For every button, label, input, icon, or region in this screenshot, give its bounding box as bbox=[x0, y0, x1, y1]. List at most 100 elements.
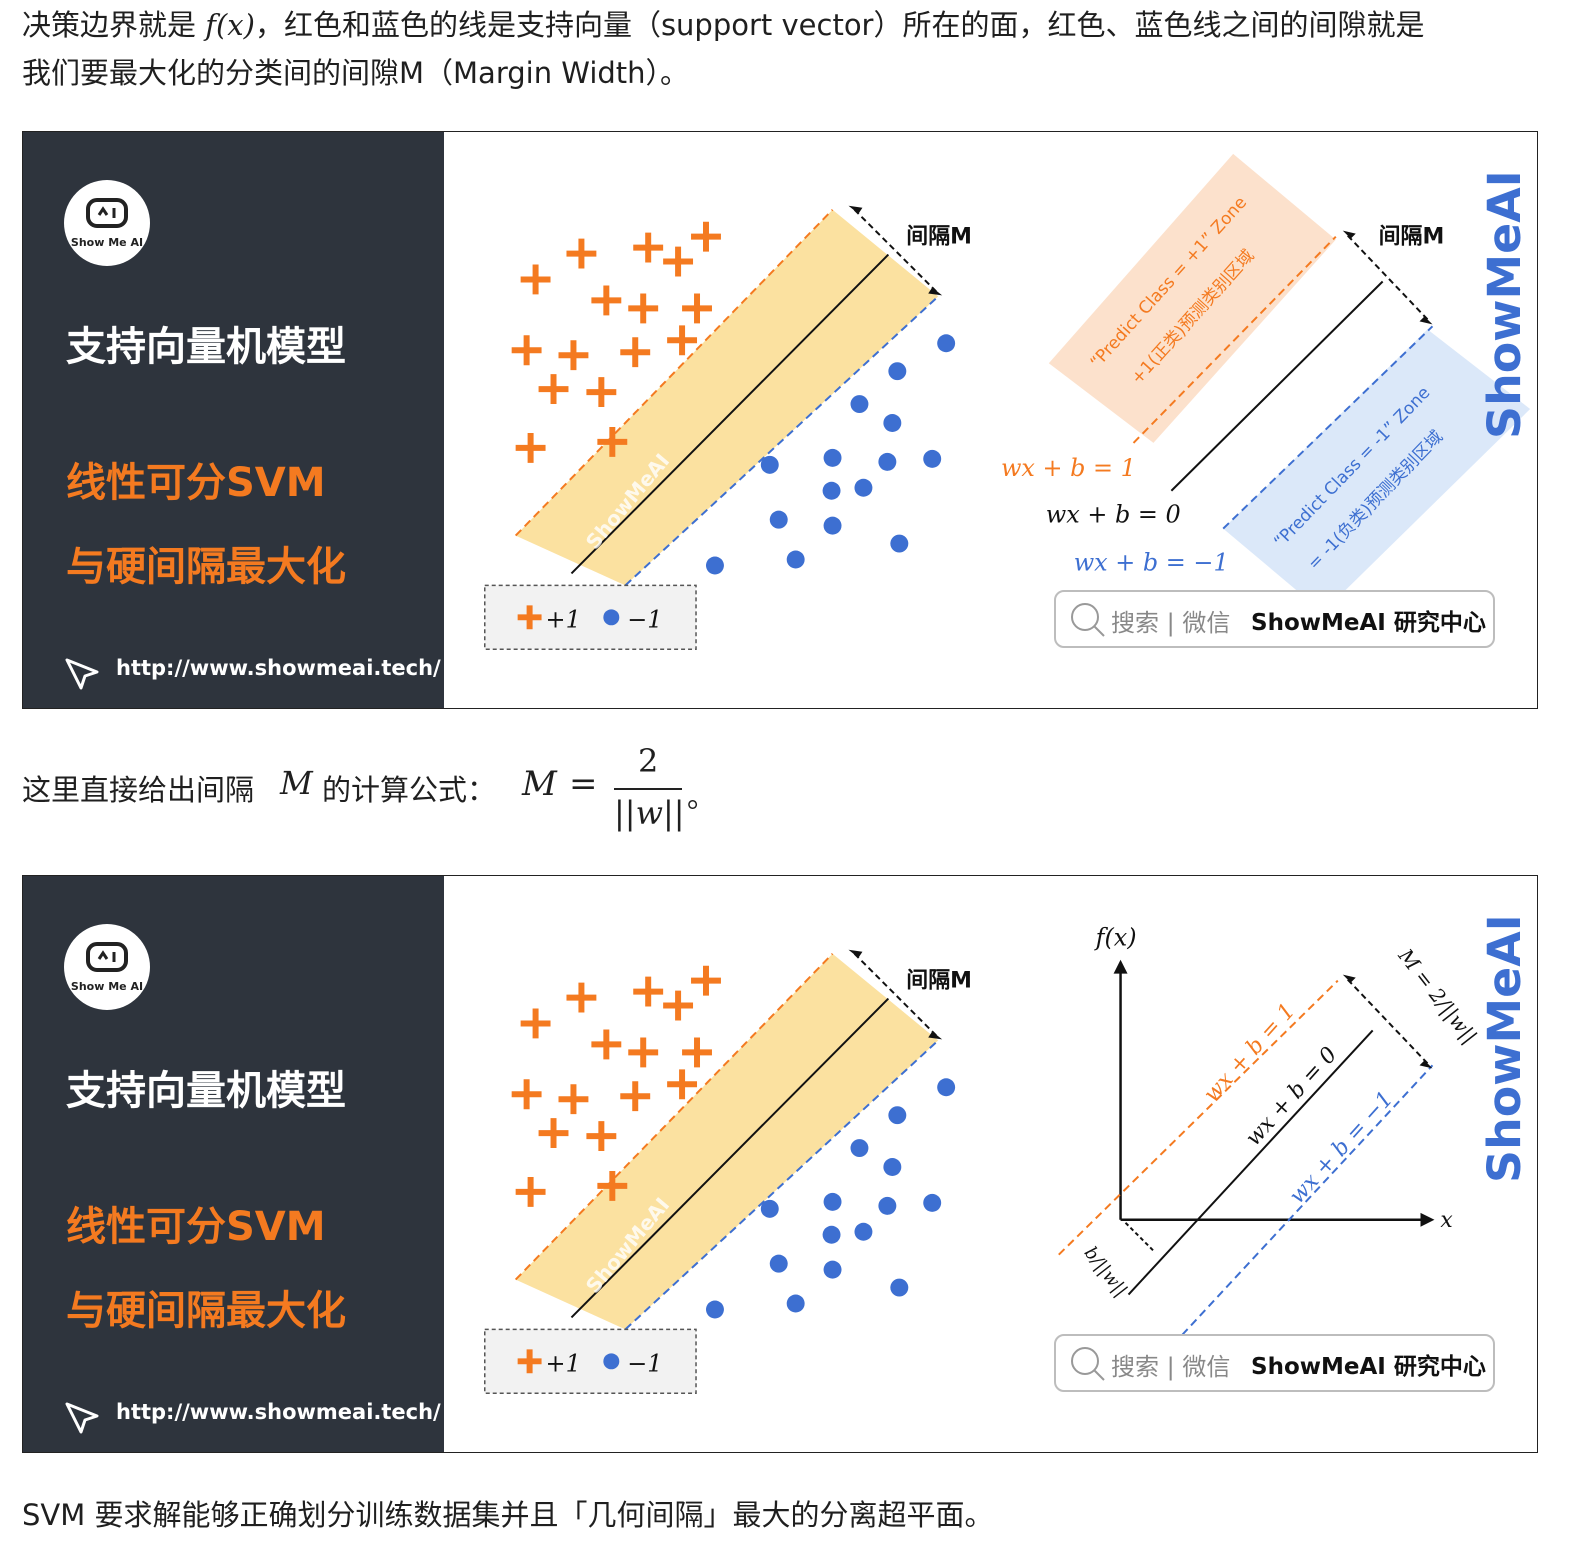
dot-point bbox=[888, 362, 907, 381]
dot-point bbox=[786, 550, 805, 569]
dot-point bbox=[850, 1139, 869, 1158]
dot-point bbox=[890, 534, 909, 553]
eq-pos-label: wx + b = 1 bbox=[1001, 454, 1136, 482]
plus-point bbox=[566, 982, 597, 1013]
plus-point bbox=[520, 264, 551, 295]
panel-title: 支持向量机模型 bbox=[66, 324, 346, 370]
legend-neg-label: −1 bbox=[627, 605, 662, 633]
plus-point bbox=[663, 990, 694, 1021]
plus-point bbox=[667, 1069, 698, 1100]
figure-1-plot: ShowMeAI 间隔M bbox=[484, 153, 1531, 650]
plus-point bbox=[511, 1079, 542, 1110]
plus-point bbox=[633, 976, 664, 1007]
robot-icon bbox=[86, 198, 128, 228]
panel-title: 支持向量机模型 bbox=[66, 1068, 346, 1114]
cursor-icon bbox=[65, 658, 99, 690]
dot-point bbox=[823, 516, 842, 535]
legend-box bbox=[484, 584, 697, 650]
panel-url[interactable]: http://www.showmeai.tech/ bbox=[116, 656, 441, 680]
formula-var: M bbox=[280, 764, 313, 802]
formula-label-a: 这里直接给出间隔 bbox=[22, 773, 255, 807]
cursor-icon bbox=[65, 1402, 99, 1434]
positive-zone bbox=[1048, 153, 1336, 443]
formula-line: 这里直接给出间隔 M 的计算公式： M = 2 ||w|| 。 bbox=[22, 740, 782, 840]
figure-1-panel: Show Me AI 支持向量机模型 线性可分SVM 与硬间隔最大化 http:… bbox=[23, 132, 444, 708]
dot-point bbox=[705, 1300, 724, 1319]
orange-line-right bbox=[1058, 979, 1339, 1256]
plus-point bbox=[591, 285, 622, 316]
dot-point bbox=[769, 1254, 788, 1273]
fx-label: f(x) bbox=[1094, 924, 1137, 952]
decision-boundary bbox=[570, 253, 890, 575]
dot-point bbox=[937, 334, 956, 353]
dot-point bbox=[937, 1078, 956, 1097]
negative-zone bbox=[1223, 329, 1531, 613]
dot-point bbox=[854, 478, 873, 497]
plus-point bbox=[515, 1176, 546, 1207]
plus-point bbox=[628, 1037, 659, 1068]
margin-band bbox=[515, 209, 939, 586]
y-axis-arrow bbox=[1113, 959, 1128, 974]
plus-point bbox=[620, 1081, 651, 1112]
dot-point bbox=[823, 1192, 842, 1211]
dot-point bbox=[823, 1260, 842, 1279]
plus-point bbox=[558, 340, 589, 371]
logo-text: Show Me AI bbox=[70, 980, 144, 993]
formula-denominator: ||w|| bbox=[614, 794, 685, 832]
panel-subtitle-2: 与硬间隔最大化 bbox=[66, 544, 346, 590]
panel-url[interactable]: http://www.showmeai.tech/ bbox=[116, 1400, 441, 1424]
negative-points bbox=[705, 1078, 956, 1319]
legend-box bbox=[484, 1328, 697, 1394]
plus-point bbox=[620, 337, 651, 368]
fraction-bar bbox=[614, 788, 682, 790]
dot-point bbox=[878, 1196, 897, 1215]
figure-1: Show Me AI 支持向量机模型 线性可分SVM 与硬间隔最大化 http:… bbox=[22, 131, 1538, 709]
plus-point bbox=[667, 325, 698, 356]
eq-neg-label: wx + b = −1 bbox=[1074, 548, 1229, 576]
plus-point bbox=[682, 293, 712, 324]
blue-line-right bbox=[1222, 325, 1434, 530]
negative-points bbox=[705, 334, 956, 575]
figure-2-plot: ShowMeAI 间隔M bbox=[484, 914, 1531, 1394]
positive-points bbox=[511, 965, 721, 1207]
legend-dot-icon bbox=[603, 1353, 620, 1370]
dot-point bbox=[890, 1278, 909, 1297]
legend-neg-label: −1 bbox=[627, 1349, 662, 1377]
search-brand: ShowMeAI 研究中心 bbox=[1251, 610, 1486, 636]
plus-point bbox=[515, 432, 546, 463]
orange-support-line bbox=[514, 209, 834, 537]
margin-label-right: 间隔M bbox=[1379, 225, 1445, 250]
decision-boundary bbox=[570, 997, 890, 1319]
search-text: 搜索 | 微信 bbox=[1111, 1353, 1231, 1381]
blue-line-right bbox=[1172, 1064, 1434, 1346]
blue-support-line bbox=[624, 1039, 939, 1331]
dot-point bbox=[888, 1106, 907, 1125]
eq-neg-label-2: wx + b = −1 bbox=[1285, 1087, 1399, 1209]
legend-plus-icon bbox=[517, 1349, 542, 1374]
x-label: x bbox=[1440, 1208, 1453, 1233]
formula-numerator: 2 bbox=[638, 742, 659, 780]
logo-text: Show Me AI bbox=[70, 236, 144, 249]
plus-point bbox=[663, 246, 694, 277]
figure-2-panel: Show Me AI 支持向量机模型 线性可分SVM 与硬间隔最大化 http:… bbox=[23, 876, 444, 1452]
search-bar-2[interactable]: 搜索 | 微信 ShowMeAI 研究中心 bbox=[1054, 1334, 1495, 1392]
dot-point bbox=[705, 556, 724, 575]
plus-point bbox=[597, 426, 628, 457]
plus-point bbox=[586, 377, 617, 408]
eq-zero-label: wx + b = 0 bbox=[1046, 501, 1181, 529]
search-bar[interactable]: 搜索 | 微信 ShowMeAI 研究中心 bbox=[1054, 590, 1495, 648]
dot-point bbox=[760, 1199, 779, 1218]
intro-fx: f(x) bbox=[205, 8, 255, 42]
vertical-brand: ShowMeAI bbox=[1477, 914, 1531, 1183]
dot-point bbox=[786, 1294, 805, 1313]
plus-point bbox=[566, 238, 597, 269]
plus-point bbox=[538, 1118, 569, 1149]
showmeai-logo: Show Me AI bbox=[64, 180, 150, 266]
boundary-right bbox=[1170, 280, 1384, 492]
dot-point bbox=[883, 414, 902, 432]
dot-point bbox=[923, 1193, 942, 1212]
plus-point bbox=[691, 221, 721, 252]
search-text: 搜索 | 微信 bbox=[1111, 609, 1231, 637]
dot-point bbox=[760, 455, 779, 474]
plus-point bbox=[633, 232, 664, 263]
